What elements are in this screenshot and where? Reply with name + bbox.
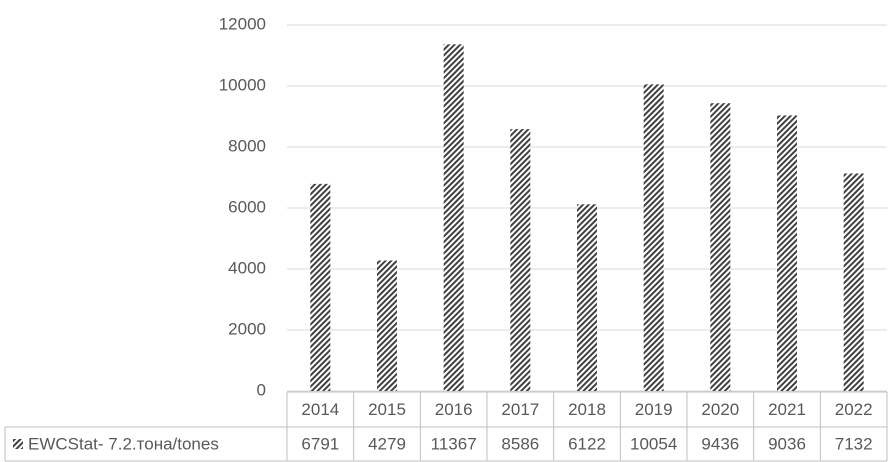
y-tick-label: 12000 [219,14,266,33]
x-tick-label: 2016 [435,400,473,419]
x-tick-label: 2014 [301,400,339,419]
y-tick-label: 4000 [228,258,266,277]
table-value: 10054 [630,434,677,453]
x-tick-label: 2022 [835,400,873,419]
table-value: 9036 [768,434,806,453]
y-tick-label: 10000 [219,75,266,94]
bar [710,103,731,392]
legend-key [13,439,23,449]
y-tick-label: 2000 [228,319,266,338]
table-value: 6791 [301,434,339,453]
x-tick-label: 2018 [568,400,606,419]
bar [377,260,397,391]
x-tick-label: 2020 [701,400,739,419]
x-tick-label: 2019 [635,400,673,419]
table-value: 4279 [368,434,406,453]
table-value: 7132 [835,434,873,453]
y-tick-label: 0 [257,380,266,399]
x-tick-label: 2017 [501,400,539,419]
table-value: 8586 [501,434,539,453]
legend-label: EWCStat- 7.2.тона/tones [28,434,219,453]
x-tick-label: 2015 [368,400,406,419]
bar [777,115,797,391]
bar [577,204,597,391]
bar [510,129,531,391]
bar [843,173,864,391]
bar [443,44,464,392]
table-value: 6122 [568,434,606,453]
y-tick-label: 8000 [228,136,266,155]
table-value: 9436 [701,434,739,453]
table-value: 11367 [431,434,477,453]
bar [310,183,331,391]
y-tick-label: 6000 [228,197,266,216]
bar [643,84,664,391]
x-tick-label: 2021 [768,400,806,419]
